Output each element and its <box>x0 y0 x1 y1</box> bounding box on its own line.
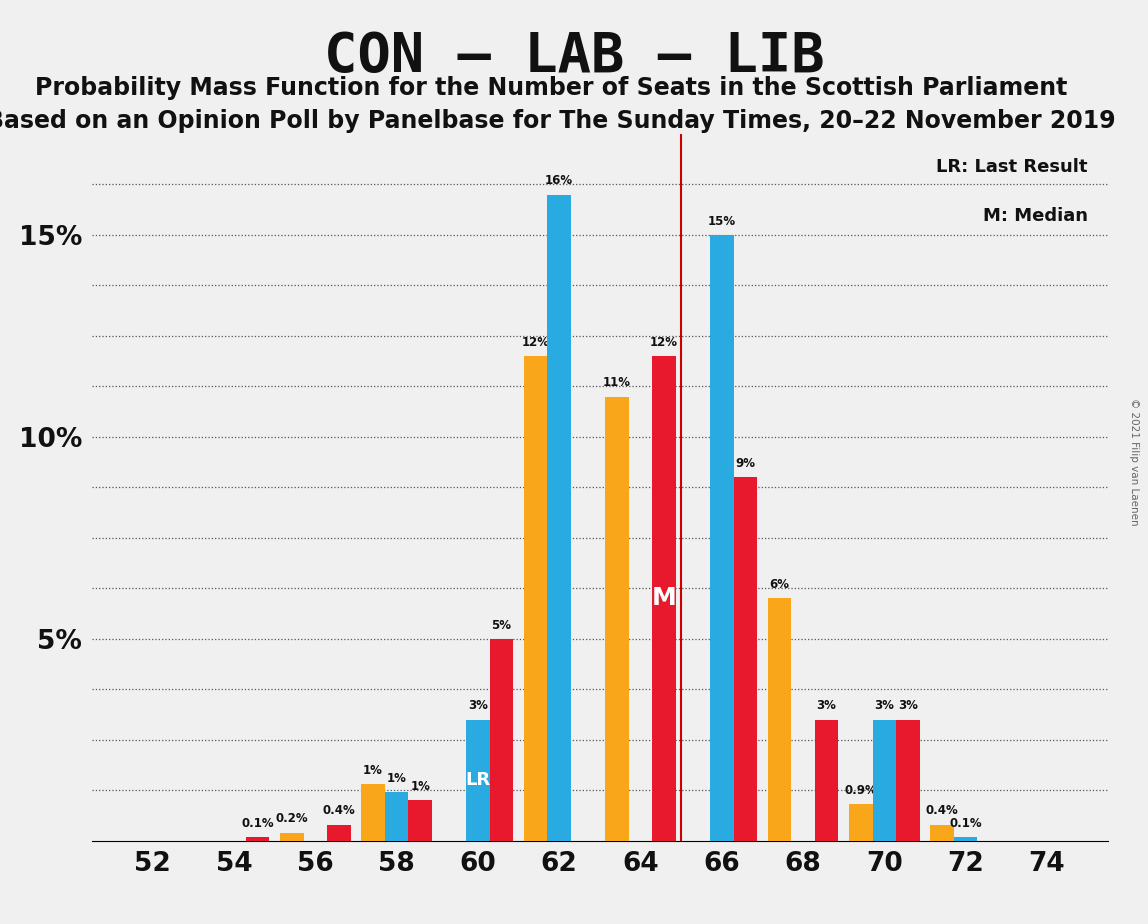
Text: 5%: 5% <box>491 618 512 632</box>
Bar <box>815 720 838 841</box>
Bar <box>490 638 513 841</box>
Text: 3%: 3% <box>875 699 894 712</box>
Bar <box>652 356 676 841</box>
Bar <box>246 837 270 841</box>
Text: 0.2%: 0.2% <box>276 812 308 825</box>
Bar <box>385 793 409 841</box>
Text: LR: LR <box>465 772 490 789</box>
Text: 0.4%: 0.4% <box>323 805 355 818</box>
Bar <box>605 396 629 841</box>
Text: 9%: 9% <box>736 457 755 470</box>
Text: M: M <box>652 587 676 611</box>
Text: M: Median: M: Median <box>983 207 1087 225</box>
Bar <box>362 784 385 841</box>
Bar <box>327 825 350 841</box>
Text: 1%: 1% <box>410 780 430 793</box>
Text: 15%: 15% <box>707 214 736 227</box>
Text: Based on an Opinion Poll by Panelbase for The Sunday Times, 20–22 November 2019: Based on an Opinion Poll by Panelbase fo… <box>0 109 1116 133</box>
Bar <box>734 478 757 841</box>
Text: 11%: 11% <box>603 376 631 389</box>
Text: 16%: 16% <box>545 175 573 188</box>
Bar <box>930 825 954 841</box>
Text: 0.1%: 0.1% <box>949 817 982 830</box>
Text: LR: Last Result: LR: Last Result <box>936 158 1087 176</box>
Bar <box>850 805 872 841</box>
Text: 3%: 3% <box>468 699 488 712</box>
Text: 12%: 12% <box>521 335 550 349</box>
Text: Probability Mass Function for the Number of Seats in the Scottish Parliament: Probability Mass Function for the Number… <box>34 76 1068 100</box>
Text: © 2021 Filip van Laenen: © 2021 Filip van Laenen <box>1130 398 1139 526</box>
Bar <box>897 720 920 841</box>
Bar <box>523 356 548 841</box>
Bar <box>548 195 571 841</box>
Text: 12%: 12% <box>650 335 678 349</box>
Text: 3%: 3% <box>816 699 837 712</box>
Text: 6%: 6% <box>769 578 790 591</box>
Text: 1%: 1% <box>363 764 383 777</box>
Bar <box>709 235 734 841</box>
Bar <box>280 833 303 841</box>
Text: 1%: 1% <box>387 772 406 785</box>
Bar <box>466 720 490 841</box>
Text: 0.1%: 0.1% <box>241 817 274 830</box>
Bar <box>872 720 897 841</box>
Text: CON – LAB – LIB: CON – LAB – LIB <box>324 30 824 82</box>
Text: 0.9%: 0.9% <box>845 784 877 797</box>
Bar <box>954 837 977 841</box>
Bar <box>768 599 791 841</box>
Text: 3%: 3% <box>898 699 917 712</box>
Text: 0.4%: 0.4% <box>925 805 959 818</box>
Bar <box>409 800 432 841</box>
